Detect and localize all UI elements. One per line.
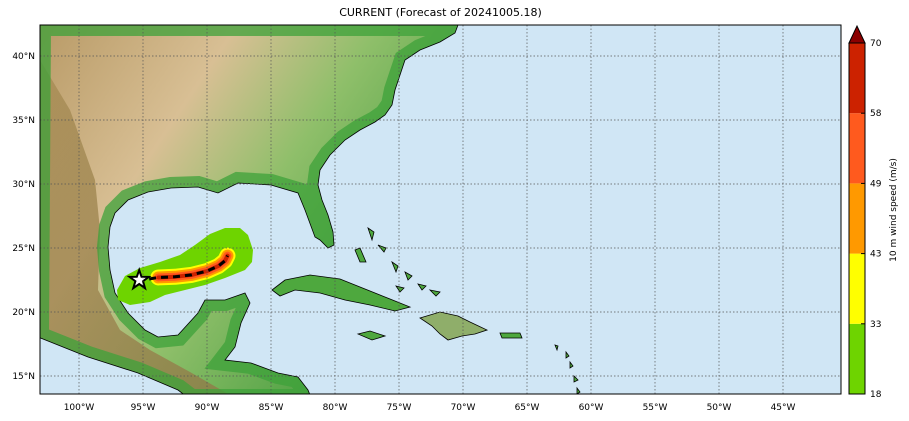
colorbar-frame xyxy=(848,42,866,395)
map-title: CURRENT (Forecast of 20241005.18) xyxy=(339,6,542,19)
lon-tick-label: 75°W xyxy=(387,403,412,413)
hispaniola xyxy=(419,311,489,341)
lon-tick-label: 70°W xyxy=(451,403,476,413)
lon-tick-label: 100°W xyxy=(64,403,95,413)
colorbar-tick-label: 43 xyxy=(870,250,881,260)
lon-tick-label: 80°W xyxy=(323,403,348,413)
lon-tick-label: 65°W xyxy=(515,403,540,413)
puerto-rico xyxy=(499,332,523,339)
colorbar-segment xyxy=(849,183,865,254)
lesser-antilles xyxy=(554,344,581,394)
colorbar-segment xyxy=(849,323,865,394)
lat-tick-label: 40°N xyxy=(12,52,35,62)
lon-tick-label: 60°W xyxy=(579,403,604,413)
lat-tick-label: 15°N xyxy=(12,372,35,382)
colorbar-extend-arrow xyxy=(848,24,866,44)
lon-tick-label: 95°W xyxy=(131,403,156,413)
land-mainland xyxy=(40,25,458,394)
lon-tick-label: 90°W xyxy=(195,403,220,413)
map-frame xyxy=(39,24,842,395)
lat-tick-label: 25°N xyxy=(12,244,35,254)
graticule xyxy=(40,25,841,394)
colorbar-segment xyxy=(849,43,865,114)
colorbar-tick-label: 70 xyxy=(870,39,882,49)
colorbar-label: 10 m wind speed (m/s) xyxy=(889,158,899,262)
colorbar-segment xyxy=(849,113,865,184)
jamaica xyxy=(356,330,387,341)
bahamas xyxy=(354,227,441,297)
lon-tick-label: 45°W xyxy=(771,403,796,413)
lat-tick-label: 35°N xyxy=(12,116,35,126)
lat-tick-label: 30°N xyxy=(12,180,35,190)
coastline xyxy=(40,25,459,394)
colorbar-tick-label: 18 xyxy=(870,390,882,400)
lat-tick-label: 20°N xyxy=(12,308,35,318)
caribbean-islands xyxy=(271,227,581,394)
star-icon xyxy=(126,266,152,291)
colorbar-tick-label: 49 xyxy=(870,179,882,189)
colorbar-tick-label: 33 xyxy=(870,320,881,330)
lon-tick-label: 50°W xyxy=(707,403,732,413)
colorbar-segment xyxy=(849,253,865,324)
wind-swath-18-33 xyxy=(117,228,253,305)
land-mexico-interior xyxy=(40,60,230,394)
forecast-track xyxy=(148,255,229,281)
lon-tick-label: 85°W xyxy=(259,403,284,413)
lon-tick-label: 55°W xyxy=(643,403,668,413)
colorbar: 18 33 43 49 58 70 xyxy=(848,24,882,400)
colorbar-tick-label: 58 xyxy=(870,109,882,119)
cuba xyxy=(271,274,412,312)
